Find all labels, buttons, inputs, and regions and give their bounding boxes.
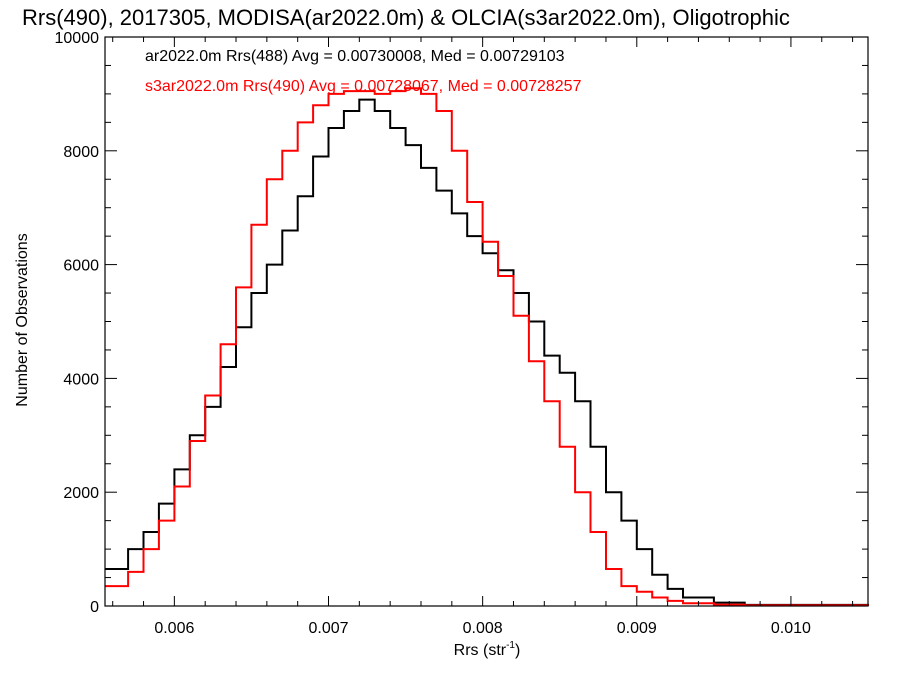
y-tick-label: 0 bbox=[90, 599, 99, 616]
y-tick-label: 2000 bbox=[63, 485, 99, 502]
x-tick-label: 0.006 bbox=[154, 620, 194, 637]
x-axis-label: Rrs (str-1) bbox=[454, 640, 521, 659]
legend-entry-black: ar2022.0m Rrs(488) Avg = 0.00730008, Med… bbox=[145, 48, 565, 65]
x-tick-label: 0.009 bbox=[617, 620, 657, 637]
y-axis-label: Number of Observations bbox=[14, 233, 31, 406]
series-line-0 bbox=[105, 98, 869, 606]
legend-entry-red: s3ar2022.0m Rrs(490) Avg = 0.00728067, M… bbox=[145, 78, 582, 95]
y-tick-label: 6000 bbox=[63, 258, 99, 275]
x-tick-label: 0.010 bbox=[771, 620, 811, 637]
plot-frame bbox=[104, 36, 869, 607]
x-tick-label: 0.008 bbox=[463, 620, 503, 637]
series-line-1 bbox=[105, 87, 869, 607]
y-tick-label: 10000 bbox=[55, 30, 100, 47]
y-tick-label: 4000 bbox=[63, 371, 99, 388]
chart-title: Rrs(490), 2017305, MODISA(ar2022.0m) & O… bbox=[22, 5, 790, 30]
x-tick-label: 0.007 bbox=[308, 620, 348, 637]
x-axis-ticks: 0.006 0.007 0.008 0.009 0.010 bbox=[112, 37, 854, 637]
y-tick-label: 8000 bbox=[63, 144, 99, 161]
y-axis-ticks: 0 2000 4000 6000 8000 10000 bbox=[55, 30, 868, 616]
plot-area bbox=[104, 36, 869, 607]
